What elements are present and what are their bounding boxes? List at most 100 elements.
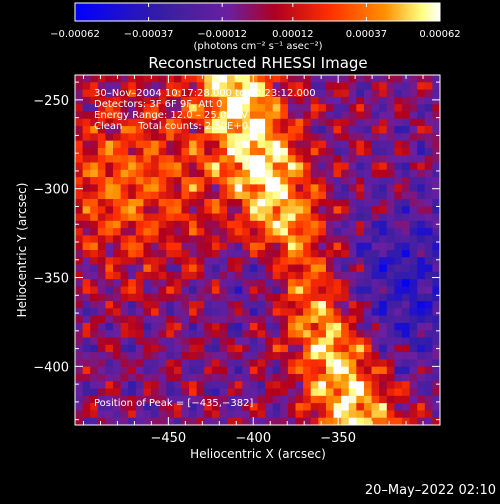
heatmap-cell bbox=[75, 126, 84, 134]
heatmap-cell bbox=[82, 126, 91, 134]
heatmap-cell bbox=[325, 75, 335, 83]
heatmap-cell bbox=[204, 417, 213, 425]
heatmap-cell bbox=[394, 330, 403, 339]
heatmap-cell bbox=[97, 381, 107, 390]
heatmap-cell bbox=[325, 198, 335, 207]
heatmap-cell bbox=[135, 257, 145, 266]
heatmap-cell bbox=[173, 242, 183, 251]
heatmap-cell bbox=[363, 155, 373, 164]
heatmap-cell bbox=[303, 155, 312, 164]
heatmap-cell bbox=[151, 366, 160, 375]
heatmap-cell bbox=[219, 373, 228, 382]
heatmap-cell bbox=[166, 410, 175, 419]
heatmap-cell bbox=[128, 410, 137, 419]
heatmap-cell bbox=[113, 293, 122, 302]
heatmap-cell bbox=[158, 96, 167, 105]
heatmap-cell bbox=[75, 213, 84, 222]
heatmap-cell bbox=[341, 220, 350, 229]
heatmap-cell bbox=[409, 242, 418, 251]
heatmap-cell bbox=[181, 169, 190, 178]
heatmap-cell bbox=[242, 271, 251, 280]
heatmap-cell bbox=[401, 82, 411, 91]
heatmap-cell bbox=[310, 126, 319, 134]
heatmap-cell bbox=[386, 388, 395, 397]
heatmap-cell bbox=[318, 104, 327, 113]
heatmap-cell bbox=[318, 257, 327, 266]
heatmap-cell bbox=[143, 403, 152, 412]
heatmap-cell bbox=[196, 198, 205, 207]
heatmap-cell bbox=[386, 366, 395, 375]
heatmap-cell bbox=[173, 169, 183, 178]
heatmap-cell bbox=[394, 264, 403, 273]
heatmap-cell bbox=[143, 352, 152, 360]
heatmap-cell bbox=[227, 250, 236, 258]
heatmap-cell bbox=[82, 410, 91, 419]
heatmap-cell bbox=[242, 279, 251, 288]
plot-frame bbox=[74, 74, 441, 426]
heatmap-cell bbox=[257, 206, 266, 215]
heatmap-cell bbox=[135, 104, 145, 113]
heatmap-cell bbox=[280, 104, 289, 113]
heatmap-cell bbox=[280, 388, 289, 397]
heatmap-cell bbox=[363, 388, 373, 397]
heatmap-cell bbox=[196, 301, 205, 309]
heatmap-cell bbox=[303, 213, 312, 222]
heatmap-cell bbox=[409, 111, 418, 120]
heatmap-cell bbox=[371, 126, 380, 134]
heatmap-cell bbox=[424, 147, 433, 156]
heatmap-cell bbox=[97, 82, 107, 91]
heatmap-cell bbox=[173, 315, 183, 324]
heatmap-cell bbox=[401, 184, 411, 193]
heatmap-cell bbox=[401, 235, 411, 244]
heatmap-cell bbox=[341, 184, 350, 193]
heatmap-cell bbox=[90, 395, 99, 404]
heatmap-cell bbox=[189, 337, 198, 346]
heatmap-cell bbox=[97, 147, 107, 156]
heatmap-cell bbox=[265, 242, 274, 251]
heatmap-cell bbox=[189, 308, 198, 317]
heatmap-cell bbox=[105, 403, 114, 412]
heatmap-cell bbox=[432, 308, 440, 317]
heatmap-cell bbox=[363, 330, 373, 339]
heatmap-cell bbox=[151, 96, 160, 105]
heatmap-cell bbox=[75, 220, 84, 229]
heatmap-cell bbox=[158, 147, 167, 156]
heatmap-cell bbox=[272, 264, 281, 273]
heatmap-cell bbox=[249, 388, 259, 397]
heatmap-cell bbox=[196, 417, 205, 425]
heatmap-cell bbox=[325, 403, 335, 412]
heatmap-cell bbox=[196, 235, 205, 244]
heatmap-cell bbox=[158, 330, 167, 339]
heatmap-cell bbox=[371, 155, 380, 164]
heatmap-cell bbox=[173, 75, 183, 83]
heatmap-cell bbox=[424, 308, 433, 317]
heatmap-cell bbox=[128, 271, 137, 280]
heatmap-cell bbox=[113, 337, 122, 346]
heatmap-cell bbox=[363, 271, 373, 280]
heatmap-cell bbox=[417, 366, 426, 375]
heatmap-cell bbox=[265, 111, 274, 120]
heatmap-cell bbox=[151, 257, 160, 266]
heatmap-cell bbox=[113, 388, 122, 397]
heatmap-cell bbox=[325, 220, 335, 229]
heatmap-cell bbox=[272, 366, 281, 375]
heatmap-cell bbox=[181, 147, 190, 156]
heatmap-cell bbox=[280, 177, 289, 185]
heatmap-cell bbox=[310, 264, 319, 273]
heatmap-cell bbox=[204, 410, 213, 419]
heatmap-cell bbox=[371, 271, 380, 280]
heatmap-cell bbox=[166, 315, 175, 324]
heatmap-cell bbox=[90, 286, 99, 295]
heatmap-cell bbox=[97, 191, 107, 200]
heatmap-cell bbox=[356, 169, 365, 178]
heatmap-cell bbox=[348, 133, 357, 142]
heatmap-cell bbox=[135, 242, 145, 251]
heatmap-cell bbox=[417, 184, 426, 193]
heatmap-cell bbox=[432, 75, 440, 83]
heatmap-cell bbox=[394, 89, 403, 98]
heatmap-cell bbox=[318, 381, 327, 390]
heatmap-cell bbox=[310, 315, 319, 324]
heatmap-cell bbox=[181, 162, 190, 171]
heatmap-cell bbox=[287, 388, 297, 397]
heatmap-cell bbox=[348, 417, 357, 425]
